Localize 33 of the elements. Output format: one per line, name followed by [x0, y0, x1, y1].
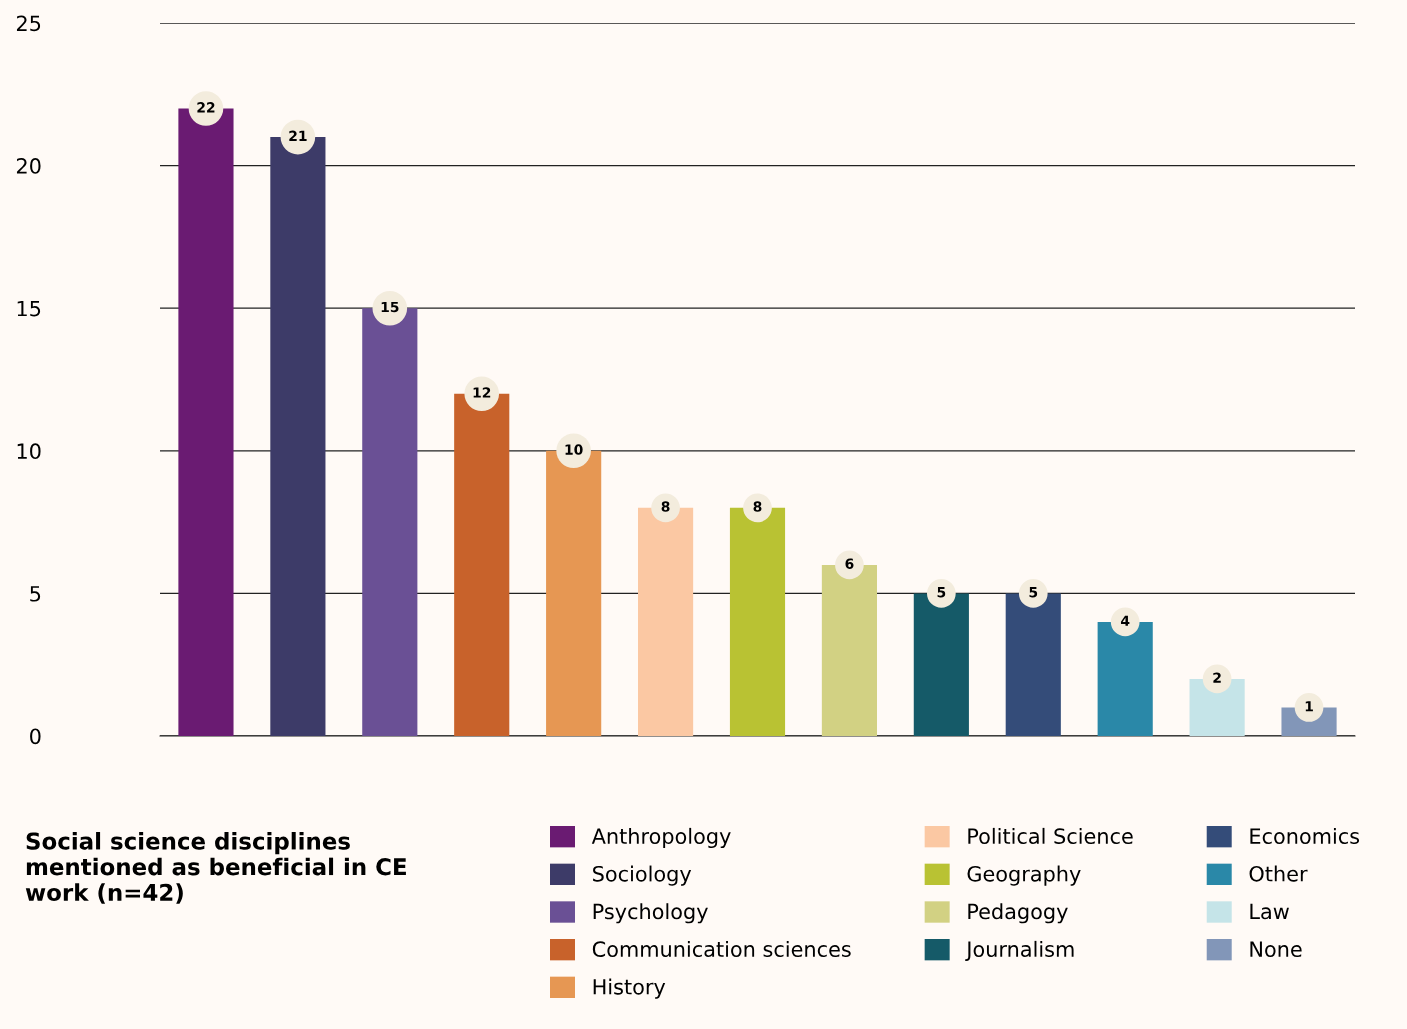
data-label: 21: [289, 130, 307, 141]
y-tick-label: 15: [17, 300, 41, 317]
legend-label: Other: [1249, 865, 1308, 882]
legend-label: None: [1250, 941, 1302, 957]
y-tick-label: 25: [16, 15, 41, 32]
legend-label: Sociology: [593, 865, 692, 886]
data-label: 12: [473, 387, 491, 398]
data-label: 2: [1213, 672, 1221, 683]
legend-label: Law: [1250, 903, 1289, 920]
data-label: 1: [1305, 701, 1313, 712]
y-tick-label: 5: [30, 586, 41, 602]
data-label: 8: [661, 501, 670, 512]
legend-label: Geography: [967, 865, 1081, 886]
legend-label: History: [593, 978, 666, 999]
legend-label: Psychology: [593, 903, 708, 924]
data-label: 8: [753, 501, 762, 512]
data-label: 6: [845, 558, 854, 569]
text: Social science disciplines mentioned as beneficial in CE work (n=42): [25, 832, 406, 904]
data-label: 10: [565, 444, 583, 455]
data-label: 4: [1120, 615, 1130, 626]
y-tick-label: 0: [30, 728, 41, 745]
data-label: 5: [937, 587, 946, 598]
y-tick-label: 10: [17, 443, 41, 460]
legend-label: Journalism: [965, 940, 1074, 961]
legend-label: Communication sciences: [592, 940, 851, 957]
data-label: 22: [197, 102, 215, 113]
legend-label: Economics: [1250, 827, 1360, 844]
data-label: 15: [381, 301, 399, 313]
data-label: 5: [1029, 587, 1038, 598]
legend-label: Political Science: [968, 827, 1133, 844]
legend-label: Pedagogy: [968, 903, 1068, 924]
y-tick-label: 20: [16, 158, 41, 174]
legend-label: Anthropology: [591, 827, 731, 849]
